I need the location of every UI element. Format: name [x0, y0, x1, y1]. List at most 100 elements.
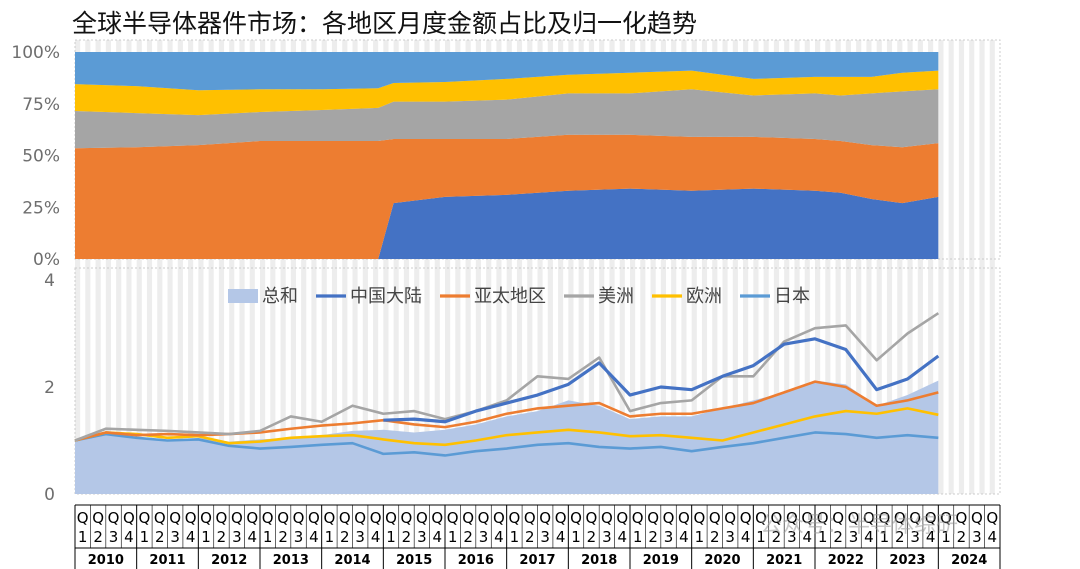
quarter-label-number: 1 [201, 528, 211, 546]
quarter-label-number: 3 [725, 528, 735, 546]
share-y-tick-label: 100% [11, 43, 60, 63]
year-label: 2017 [519, 553, 555, 568]
year-label: 2019 [643, 553, 679, 568]
trend-line-china [383, 337, 940, 424]
quarter-label-number: 3 [294, 528, 304, 546]
legend-label-total: 总和 [262, 286, 298, 307]
quarter-label-number: 3 [849, 528, 859, 546]
background-stripe [815, 40, 821, 494]
background-stripe [301, 40, 307, 494]
quarter-label-number: 3 [355, 528, 365, 546]
quarter-label-number: 4 [309, 528, 319, 546]
trend-line-europe [74, 407, 939, 447]
background-stripe [948, 40, 954, 494]
quarter-label-number: 3 [787, 528, 797, 546]
background-stripe [260, 40, 266, 494]
background-stripe [85, 40, 91, 494]
background-stripe [568, 40, 574, 494]
quarter-label-letter: Q [755, 509, 767, 527]
quarter-label-letter: Q [678, 509, 690, 527]
year-label: 2024 [951, 553, 987, 568]
legend-item-china: 中国大陆 [316, 286, 422, 307]
quarter-label-letter: Q [555, 509, 567, 527]
quarter-label-letter: Q [92, 509, 104, 527]
background-stripe [907, 40, 913, 494]
quarter-label-number: 3 [417, 528, 427, 546]
background-stripe [784, 40, 790, 494]
quarter-label-number: 3 [602, 528, 612, 546]
quarter-label-letter: Q [863, 509, 875, 527]
background-stripe [917, 40, 923, 494]
quarter-label-number: 2 [587, 528, 597, 546]
background-stripe [969, 40, 975, 494]
year-label: 2010 [88, 553, 124, 568]
quarter-label-letter: Q [123, 509, 135, 527]
quarter-label-number: 1 [386, 528, 396, 546]
background-stripe [856, 40, 862, 494]
background-stripe [537, 40, 543, 494]
quarter-label-letter: Q [524, 509, 536, 527]
legend-label-china: 中国大陆 [350, 286, 422, 307]
quarter-label-letter: Q [740, 509, 752, 527]
background-stripe [239, 40, 245, 494]
background-stripe [403, 40, 410, 494]
year-label: 2023 [889, 553, 925, 568]
background-stripe [424, 40, 430, 494]
background-stripe [588, 40, 595, 494]
quarter-label-number: 3 [664, 528, 674, 546]
trend-line-america [74, 312, 940, 442]
quarter-label-number: 4 [741, 528, 751, 546]
background-stripe [958, 40, 965, 494]
share-y-tick-label: 0% [33, 250, 60, 270]
share-y-axis: 0% 25% 50% 75% 100% [11, 43, 60, 270]
quarter-label-number: 4 [556, 528, 566, 546]
quarter-year-axis-table: Q1Q2Q3Q42010Q1Q2Q3Q42011Q1Q2Q3Q42012Q1Q2… [74, 504, 1001, 569]
background-stripe [671, 40, 677, 494]
background-stripe [393, 40, 399, 494]
trend-line-japan [74, 431, 939, 457]
quarter-label-number: 2 [772, 528, 782, 546]
background-stripe [198, 40, 204, 494]
quarter-label-number: 4 [124, 528, 134, 546]
quarter-label-letter: Q [493, 509, 505, 527]
background-stripe [188, 40, 194, 494]
quarter-label-letter: Q [185, 509, 197, 527]
year-label: 2013 [273, 553, 309, 568]
background-stripe [876, 40, 882, 494]
quarter-label-number: 2 [710, 528, 720, 546]
background-stripe [157, 40, 163, 494]
background-stripe [486, 40, 492, 494]
background-stripe [321, 40, 327, 494]
share-area-america [75, 89, 939, 149]
quarter-label-letter: Q [971, 509, 983, 527]
quarter-label-letter: Q [216, 509, 228, 527]
quarter-label-number: 4 [248, 528, 258, 546]
background-stripes [74, 39, 1001, 495]
quarter-label-letter: Q [462, 509, 474, 527]
quarter-label-number: 2 [155, 528, 165, 546]
legend-item-apac: 亚太地区 [440, 286, 546, 307]
quarter-label-letter: Q [154, 509, 166, 527]
quarter-label-number: 2 [957, 528, 967, 546]
background-stripe [229, 40, 235, 494]
year-label: 2011 [149, 553, 185, 568]
quarter-label-letter: Q [539, 509, 551, 527]
quarter-label-number: 1 [448, 528, 458, 546]
trend-y-axis: 0 2 4 [44, 271, 55, 505]
quarter-label-letter: Q [416, 509, 428, 527]
quarter-label-number: 3 [170, 528, 180, 546]
background-stripe [434, 40, 440, 494]
share-area-china [75, 188, 939, 259]
share-y-tick-label: 50% [22, 147, 60, 167]
trend-y-tick-label: 4 [44, 271, 55, 291]
background-stripe [414, 40, 420, 494]
quarter-label-letter: Q [354, 509, 366, 527]
quarter-label-letter: Q [262, 509, 274, 527]
quarter-label-number: 4 [803, 528, 813, 546]
quarter-label-letter: Q [940, 509, 952, 527]
quarter-label-letter: Q [586, 509, 598, 527]
background-stripe [136, 40, 142, 494]
quarter-label-number: 3 [540, 528, 550, 546]
quarter-label-letter: Q [801, 509, 813, 527]
legend-label-america: 美洲 [598, 286, 634, 307]
